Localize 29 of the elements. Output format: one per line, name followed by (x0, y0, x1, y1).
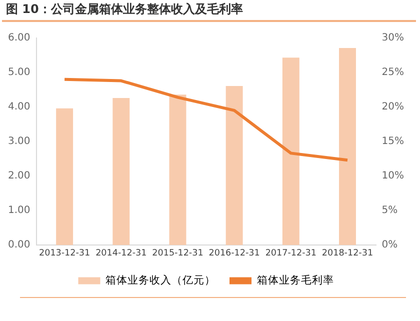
bar (56, 108, 74, 245)
bar (112, 98, 130, 245)
bar (169, 94, 186, 245)
chart-title: 图 10：公司金属箱体业务整体收入及毛利率 (6, 1, 243, 18)
x-tick-label: 2017-12-31 (265, 248, 316, 259)
bar (282, 58, 300, 245)
y-tick-label: 4.00 (8, 102, 30, 113)
y2-tick-label: 20% (382, 102, 404, 113)
legend-label: 箱体业务收入（亿元） (106, 273, 216, 286)
y-tick-label: 2.00 (8, 170, 30, 182)
bar (226, 86, 243, 245)
bar (338, 48, 356, 245)
y2-tick-label: 0% (382, 240, 398, 251)
y2-tick-label: 10% (382, 170, 404, 182)
y-tick-label: 3.00 (8, 136, 30, 148)
y-tick-label: 1.00 (8, 205, 30, 216)
y-tick-label: 0.00 (8, 240, 30, 251)
x-tick-label: 2014-12-31 (96, 248, 147, 259)
x-tick-label: 2015-12-31 (152, 248, 204, 259)
y2-tick-label: 30% (382, 32, 404, 44)
y2-tick-label: 5% (382, 205, 398, 216)
y2-tick-label: 15% (382, 136, 404, 148)
x-tick-label: 2016-12-31 (208, 248, 260, 259)
legend-label: 箱体业务毛利率 (256, 273, 334, 286)
y-tick-label: 6.00 (8, 32, 30, 44)
x-tick-label: 2013-12-31 (38, 248, 90, 259)
y-tick-label: 5.00 (8, 67, 30, 78)
y2-tick-label: 25% (382, 67, 404, 78)
x-tick-label: 2018-12-31 (322, 248, 374, 259)
